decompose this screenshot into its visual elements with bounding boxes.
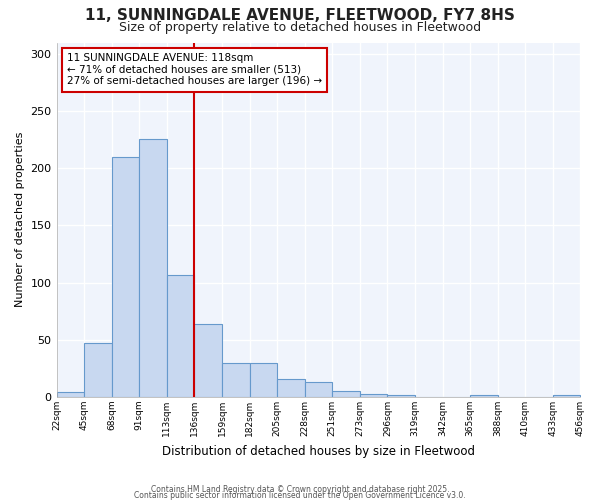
- Bar: [139, 138, 167, 397]
- Text: 11, SUNNINGDALE AVENUE, FLEETWOOD, FY7 8HS: 11, SUNNINGDALE AVENUE, FLEETWOOD, FY7 8…: [85, 8, 515, 22]
- Bar: [360, 394, 388, 397]
- Bar: [84, 344, 112, 397]
- Y-axis label: Number of detached properties: Number of detached properties: [15, 132, 25, 308]
- Bar: [112, 157, 139, 397]
- Text: 11 SUNNINGDALE AVENUE: 118sqm
← 71% of detached houses are smaller (513)
27% of : 11 SUNNINGDALE AVENUE: 118sqm ← 71% of d…: [67, 53, 322, 86]
- Text: Contains HM Land Registry data © Crown copyright and database right 2025.: Contains HM Land Registry data © Crown c…: [151, 485, 449, 494]
- Bar: [332, 392, 360, 397]
- X-axis label: Distribution of detached houses by size in Fleetwood: Distribution of detached houses by size …: [162, 444, 475, 458]
- Text: Contains public sector information licensed under the Open Government Licence v3: Contains public sector information licen…: [134, 491, 466, 500]
- Bar: [250, 362, 277, 397]
- Bar: [553, 394, 580, 397]
- Bar: [222, 362, 250, 397]
- Bar: [56, 392, 84, 397]
- Bar: [470, 394, 498, 397]
- Bar: [194, 324, 222, 397]
- Bar: [305, 382, 332, 397]
- Bar: [167, 274, 194, 397]
- Bar: [277, 378, 305, 397]
- Text: Size of property relative to detached houses in Fleetwood: Size of property relative to detached ho…: [119, 21, 481, 34]
- Bar: [388, 394, 415, 397]
